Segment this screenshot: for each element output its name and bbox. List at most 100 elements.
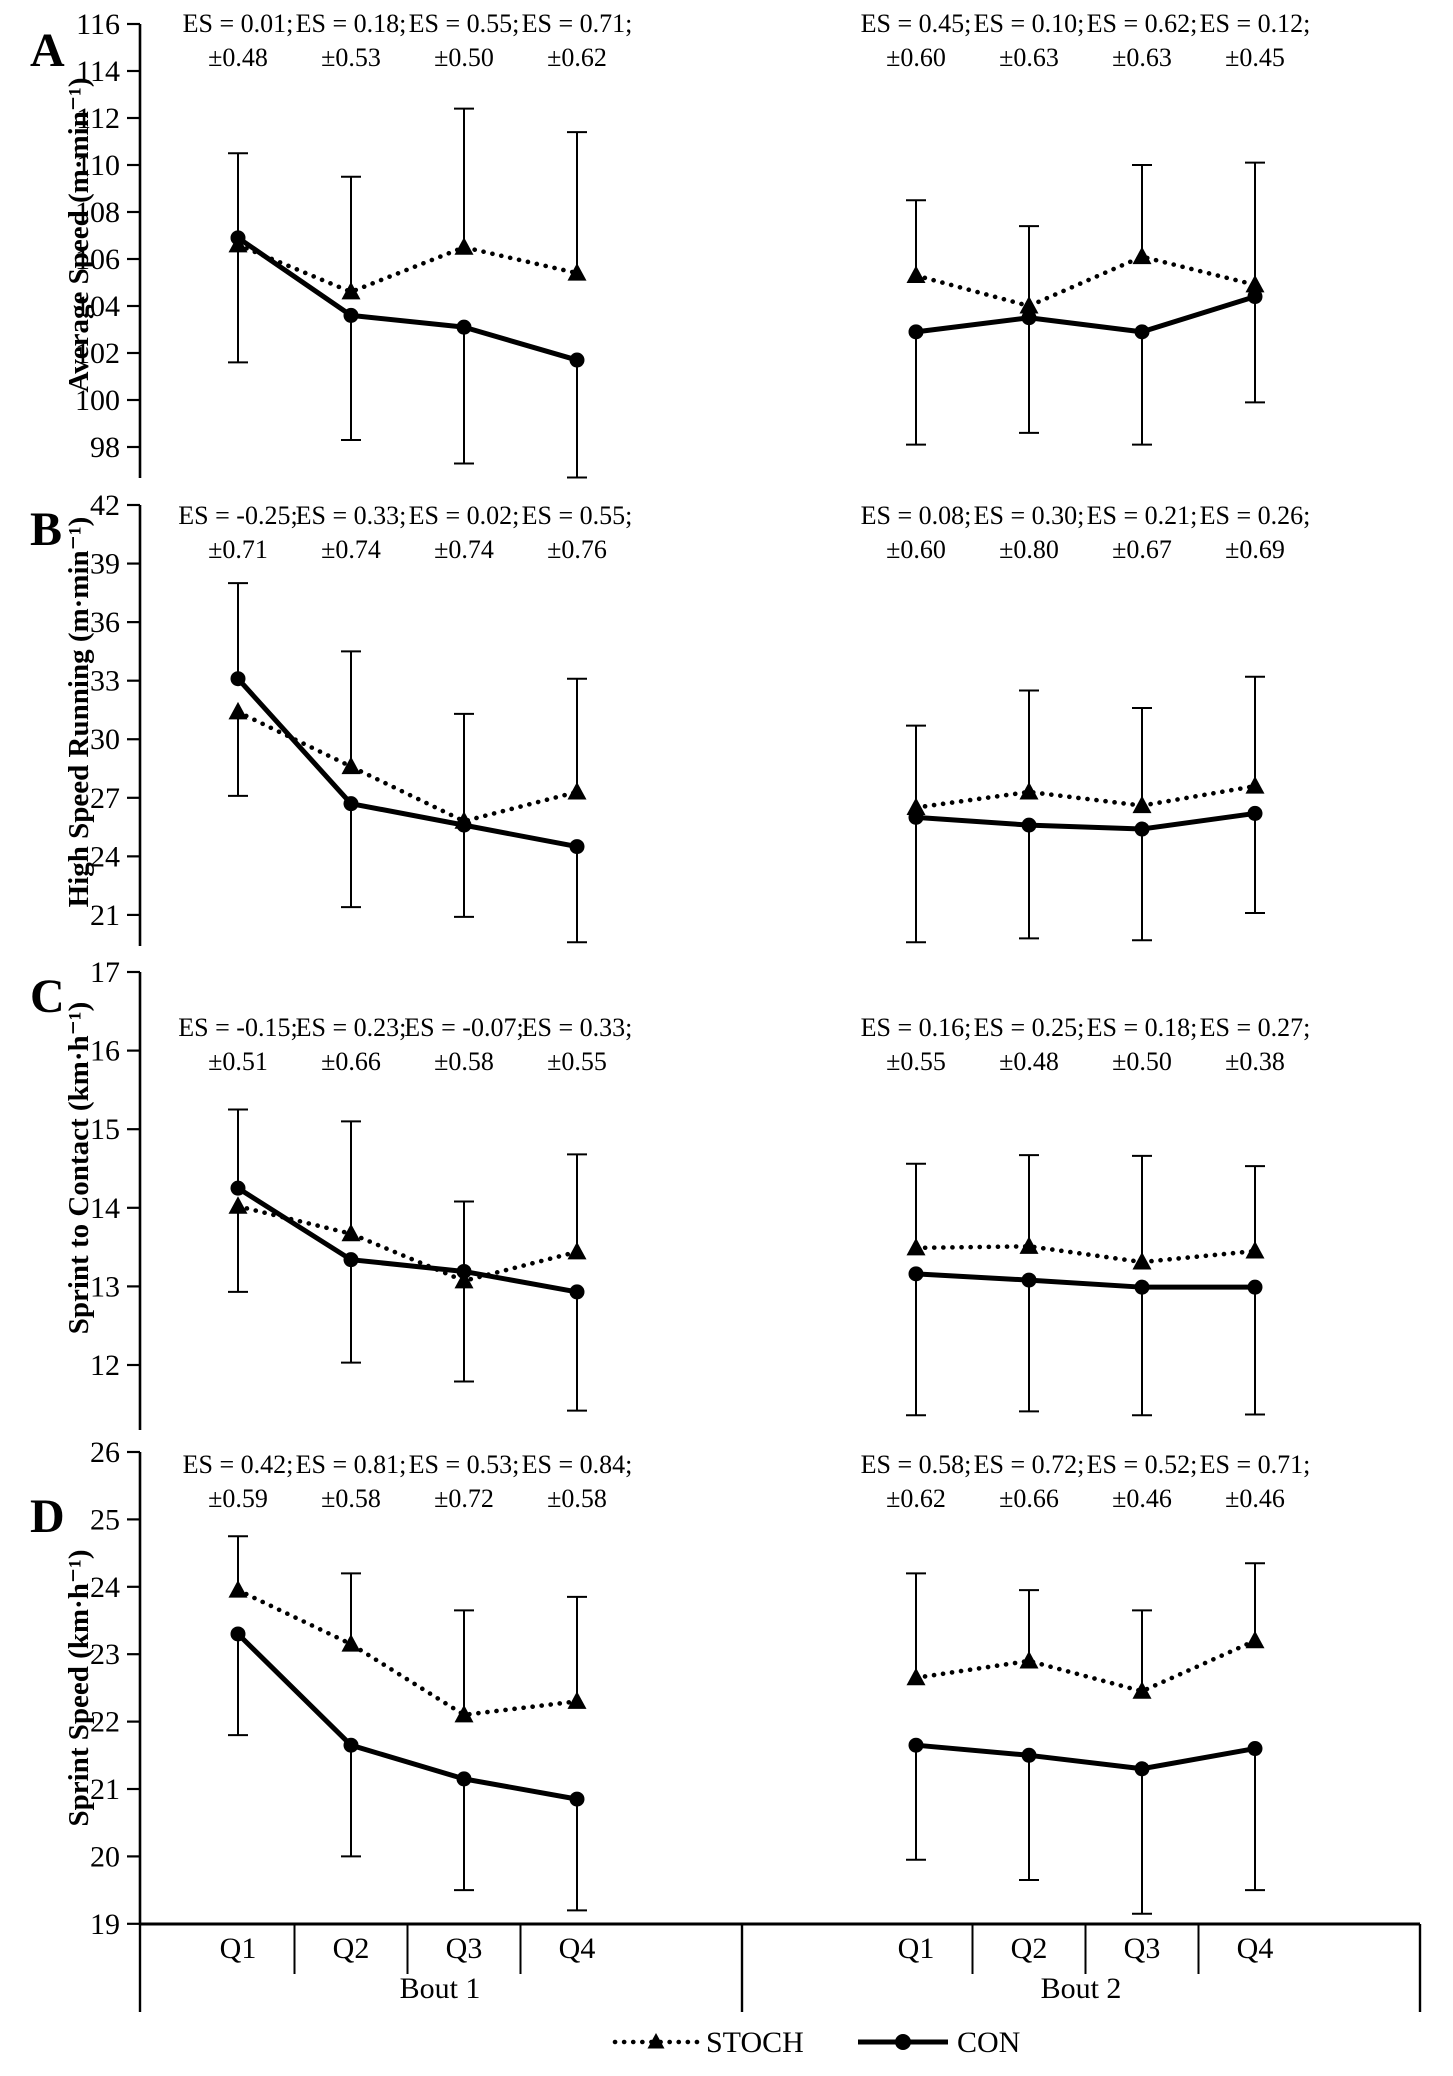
con-line (236, 1632, 578, 1802)
panel-letter: A (30, 24, 65, 77)
stoch-marker-triangle (228, 1196, 248, 1214)
legend-con-circle (895, 2034, 911, 2050)
es-label-line2: ±0.74 (321, 535, 381, 564)
y-tick-label: 112 (76, 102, 120, 135)
y-axis-title: Sprint to Contact (km·h⁻¹) (63, 1002, 95, 1335)
stoch-marker-triangle (1132, 1252, 1152, 1270)
error-bar (1132, 707, 1152, 942)
stoch-marker-triangle (228, 701, 248, 720)
y-tick-label: 104 (75, 290, 120, 323)
con-marker-circle (569, 1284, 585, 1300)
y-tick-label: 27 (90, 782, 120, 815)
es-label-line2: ±0.48 (208, 43, 268, 72)
stoch-marker-triangle (228, 1580, 248, 1598)
stoch-marker-triangle (1245, 1241, 1265, 1259)
con-marker-circle (1021, 1747, 1037, 1763)
es-label-line1: ES = 0.84; (522, 1450, 633, 1479)
es-label-line1: ES = 0.53; (409, 1450, 520, 1479)
y-tick-label: 100 (75, 384, 120, 417)
es-label-line1: ES = 0.25; (974, 1013, 1085, 1042)
y-tick-label: 26 (90, 1436, 120, 1469)
error-bar (454, 1609, 474, 1892)
stoch-line (235, 1587, 580, 1718)
panel-letter: D (30, 1490, 65, 1543)
es-label-line2: ±0.76 (547, 535, 607, 564)
es-label-line2: ±0.51 (208, 1047, 268, 1076)
es-label-line1: ES = 0.02; (409, 501, 520, 530)
panel-B: 42 39 36 33 30 27 24 21 B High Speed Running (m·m… (30, 489, 1310, 946)
con-marker-circle (343, 307, 359, 323)
con-marker-circle (1247, 1279, 1263, 1295)
y-tick-label: 19 (90, 1908, 120, 1941)
error-bar (341, 1572, 361, 1858)
error-bar (1245, 1165, 1265, 1416)
con-marker-circle (1134, 1761, 1150, 1777)
stoch-line (913, 1244, 1258, 1265)
es-label-line1: ES = 0.81; (296, 1450, 407, 1479)
con-marker-circle (456, 1771, 472, 1787)
y-tick-label: 15 (90, 1113, 120, 1146)
es-label-line1: ES = 0.21; (1087, 501, 1198, 530)
y-tick-label: 14 (90, 1192, 120, 1225)
error-bar (1245, 675, 1265, 914)
stoch-marker-triangle (341, 1634, 361, 1652)
stoch-marker-triangle (1132, 246, 1152, 265)
error-bar (228, 152, 248, 364)
y-tick-label: 13 (90, 1270, 120, 1303)
error-bar (906, 1162, 926, 1417)
es-label-line1: ES = 0.33; (296, 501, 407, 530)
con-marker-circle (908, 324, 924, 340)
con-marker-circle (456, 319, 472, 335)
error-bar (228, 582, 248, 797)
es-label-line2: ±0.69 (1225, 535, 1285, 564)
stoch-line (235, 242, 580, 295)
con-line (236, 235, 578, 363)
x-axis: Q1 Q2 Q3 Q4 Q1 Q2 Q3 Q4 Bout 1 Bout 2 (138, 1922, 1422, 2012)
y-tick-label: 12 (90, 1349, 120, 1382)
error-bar (1245, 161, 1265, 404)
con-marker-circle (343, 1737, 359, 1753)
y-axis-title: High Speed Running (m·min⁻¹) (63, 517, 95, 908)
y-tick-label: 114 (76, 55, 120, 88)
bout-2-label: Bout 2 (1041, 1972, 1122, 2005)
con-marker-circle (1247, 1741, 1263, 1757)
y-tick-label: 24 (90, 1571, 120, 1604)
con-marker-circle (908, 809, 924, 825)
con-marker-circle (908, 1266, 924, 1282)
stoch-marker-triangle (341, 1223, 361, 1242)
stoch-marker-triangle (1019, 781, 1039, 800)
con-marker-circle (1134, 324, 1150, 340)
stoch-marker-triangle (567, 263, 587, 281)
con-line (915, 294, 1256, 335)
stoch-marker-triangle (567, 781, 587, 800)
es-label-line2: ±0.72 (434, 1484, 494, 1513)
con-marker-circle (230, 1626, 246, 1642)
con-line (915, 810, 1256, 832)
es-label-line1: ES = 0.08; (861, 501, 972, 530)
es-label-line1: ES = 0.12; (1200, 9, 1311, 38)
error-bar (1132, 1609, 1152, 1915)
stoch-marker-triangle (1132, 1681, 1152, 1699)
y-tick-label: 24 (90, 840, 120, 873)
es-label-line1: ES = 0.26; (1200, 501, 1311, 530)
stoch-marker-triangle (1019, 1236, 1039, 1254)
y-tick-label: 17 (90, 956, 120, 989)
con-marker-circle (456, 1263, 472, 1279)
y-tick-label: 42 (90, 489, 120, 522)
es-label-line2: ±0.66 (321, 1047, 381, 1076)
es-label-line2: ±0.48 (999, 1047, 1059, 1076)
es-label-line2: ±0.74 (434, 535, 494, 564)
es-label-line1: ES = 0.55; (522, 501, 633, 530)
stoch-marker-triangle (906, 1237, 926, 1256)
es-label-line2: ±0.63 (999, 43, 1059, 72)
es-label-line2: ±0.55 (547, 1047, 607, 1076)
y-tick-label: 22 (90, 1706, 120, 1739)
bout-1-label: Bout 1 (400, 1972, 481, 2005)
y-axis-title: Average Speed (m·min⁻¹) (63, 77, 95, 392)
stoch-marker-triangle (454, 237, 474, 255)
es-label-line1: ES = 0.72; (974, 1450, 1085, 1479)
x-quarter-label: Q4 (1237, 1932, 1274, 1965)
es-label-line1: ES = 0.55; (409, 9, 520, 38)
y-tick-label: 36 (90, 606, 120, 639)
